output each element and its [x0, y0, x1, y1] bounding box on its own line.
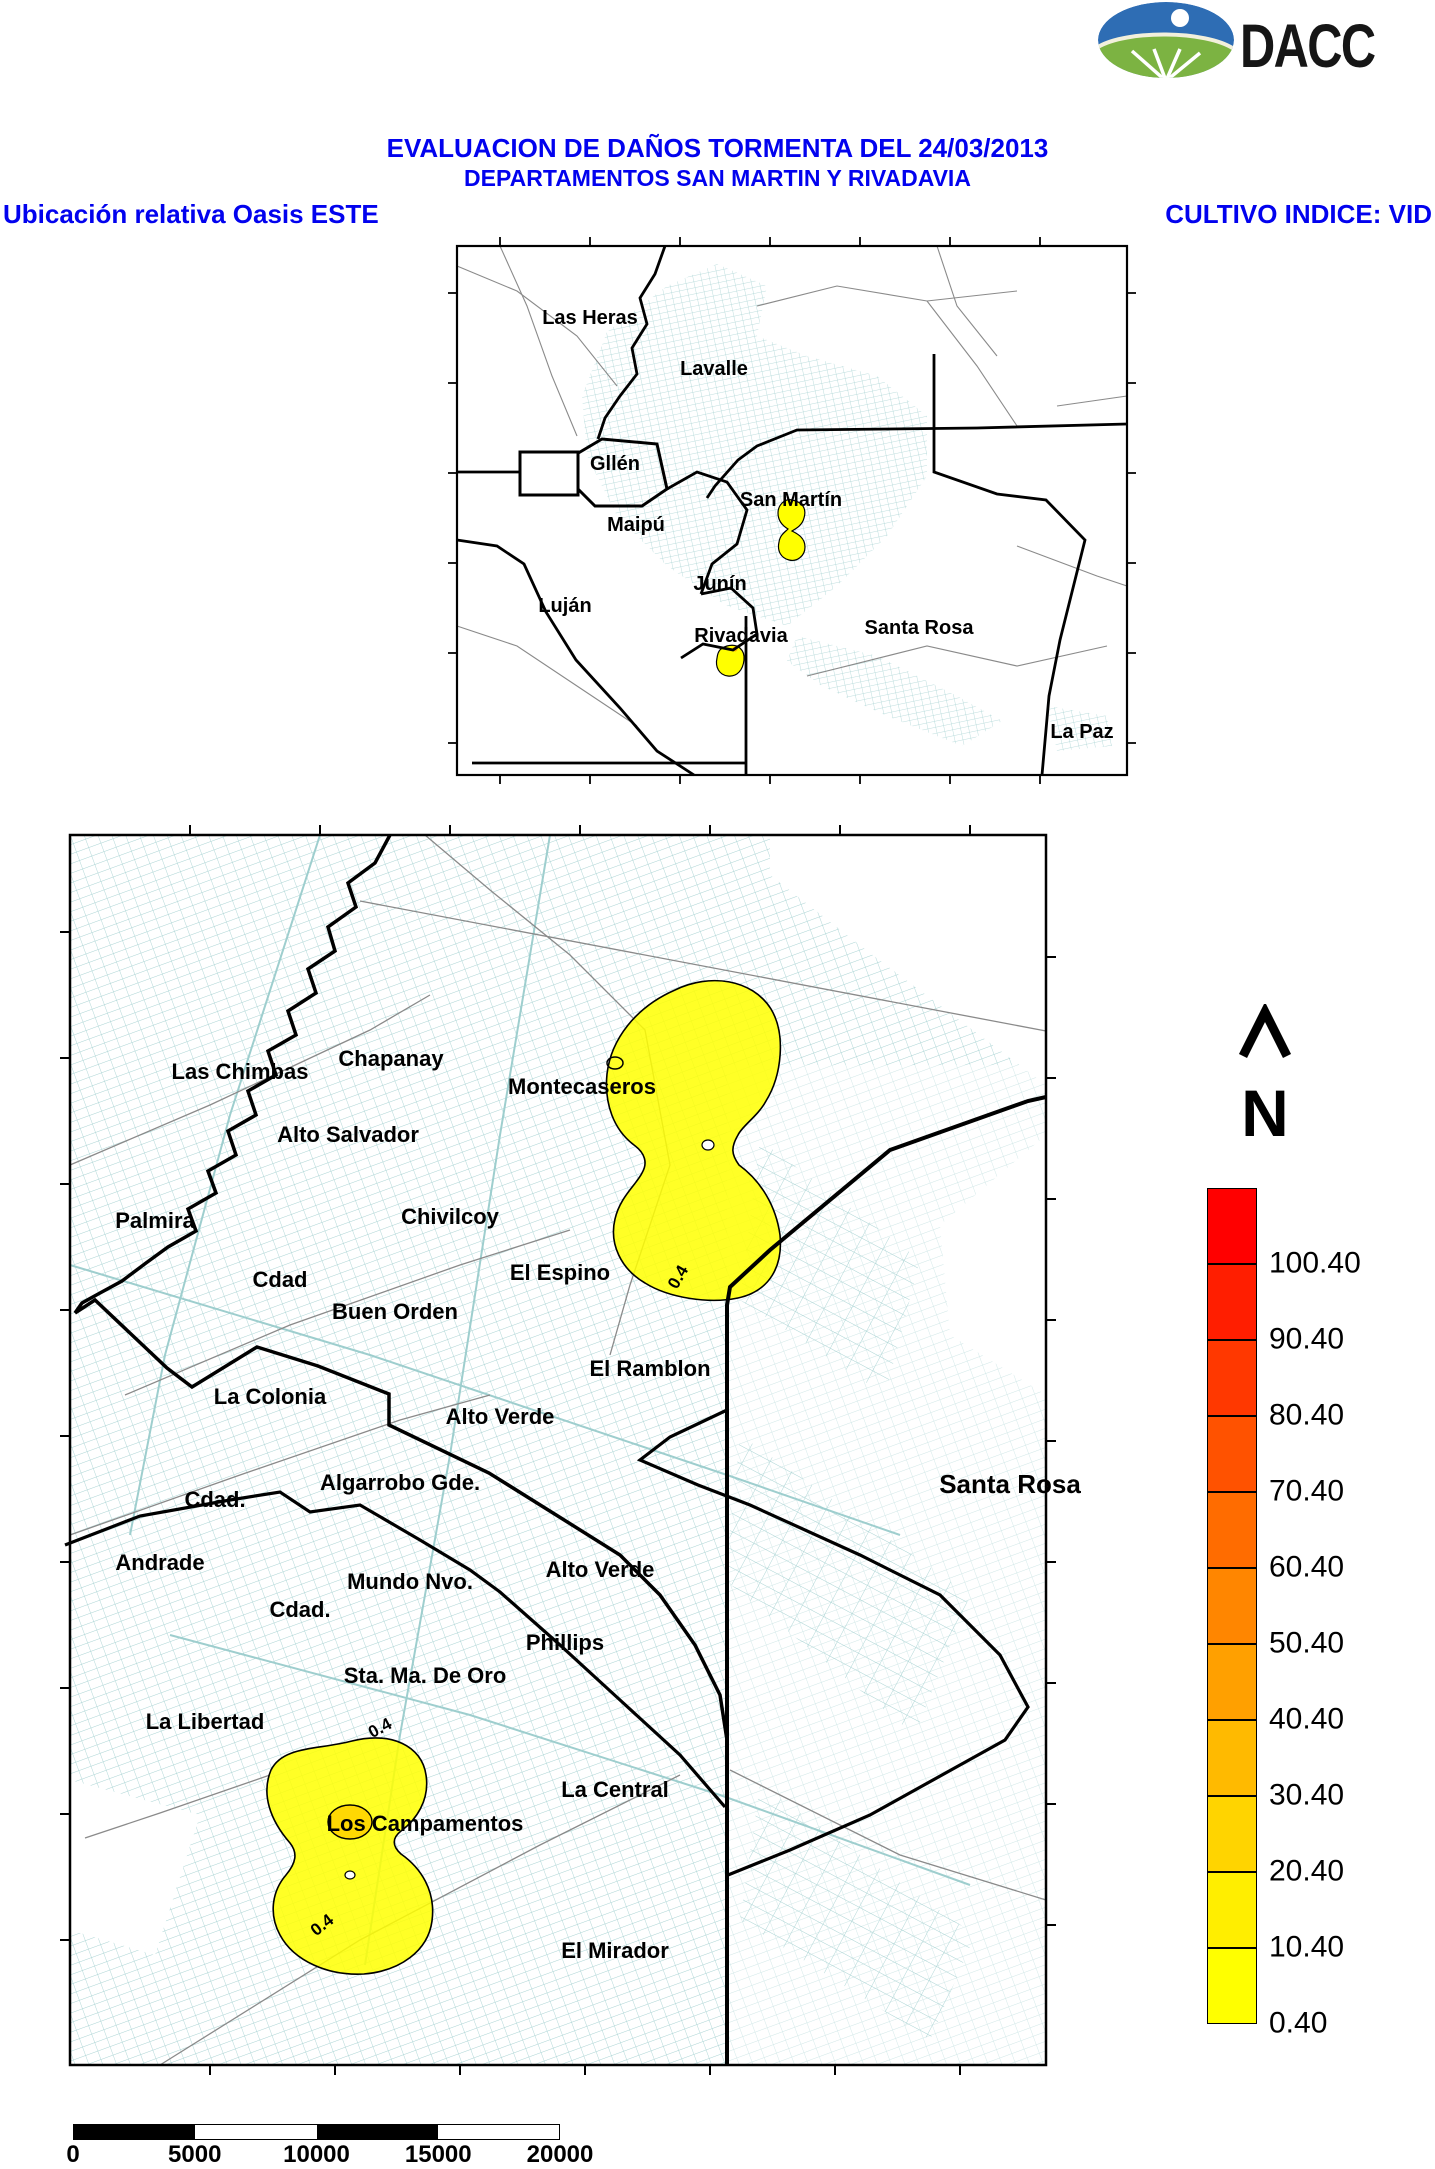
big-map-canvas	[60, 825, 1056, 2075]
north-arrow: N	[1225, 1001, 1305, 1154]
big-map-ticks	[60, 825, 1056, 2075]
legend-value-label: 20.40	[1269, 1854, 1345, 1888]
map-label: Sta. Ma. De Oro	[343, 1663, 507, 1688]
map-label: Alto Verde	[545, 1557, 655, 1582]
legend-color-box	[1207, 1948, 1257, 2024]
legend-value-label: 80.40	[1269, 1398, 1345, 1432]
sparse-areas	[70, 835, 1046, 2065]
damage-area-small	[715, 499, 806, 677]
damage-area-campamentos	[266, 1737, 434, 1975]
map-label: Santa Rosa	[939, 1469, 1081, 1499]
scale-bar-segment	[74, 2125, 196, 2139]
subtitle-right: CULTIVO INDICE: VID	[1165, 199, 1432, 229]
legend-value-label: 90.40	[1269, 1322, 1345, 1356]
road-lines	[69, 834, 1047, 2066]
small-map-canvas	[448, 237, 1136, 784]
map-label: San Martín	[739, 489, 843, 511]
page-subtitle: DEPARTAMENTOS SAN MARTIN Y RIVADAVIA	[464, 165, 971, 191]
legend-color-box	[1207, 1492, 1257, 1568]
scale-bar-label: 15000	[404, 2141, 472, 2168]
map-label: Phillips	[525, 1630, 605, 1655]
big-map: Chapanay Las Chimbas Alto Salvador Montecas…	[60, 825, 1081, 2075]
legend-value-label: 100.40	[1269, 1246, 1361, 1280]
subtitle-left: Ubicación relativa Oasis ESTE	[3, 199, 379, 229]
damage-area-montecaseros	[605, 979, 782, 1302]
river-line	[73, 834, 392, 1315]
legend: 100.40 90.40 80.40 70.40 60.40 50.40 40.40 30.4…	[1207, 1188, 1435, 2039]
legend-value-label: 40.40	[1269, 1702, 1345, 1736]
map-label: Chivilcoy	[401, 1204, 499, 1229]
map-label: Alto Verde	[445, 1404, 555, 1429]
small-map-ticks	[448, 237, 1136, 784]
legend-value-label: 0.40	[1269, 2006, 1328, 2040]
scale-bar-label: 5000	[168, 2141, 222, 2168]
big-map-frame	[68, 833, 1048, 2067]
north-label: N	[1241, 1076, 1289, 1150]
legend-value-label: 50.40	[1269, 1626, 1345, 1660]
map-label: Luján	[538, 595, 592, 617]
legend-color-box	[1207, 1644, 1257, 1720]
legend-value-label: 60.40	[1269, 1550, 1345, 1584]
legend-color-box	[1207, 1796, 1257, 1872]
map-label: Las Heras	[542, 307, 638, 329]
map-label: El Mirador	[561, 1938, 669, 1963]
legend-value-label: 30.40	[1269, 1778, 1345, 1812]
map-label: Mundo Nvo.	[347, 1569, 473, 1594]
scale-bar-label: 0	[66, 2141, 80, 2168]
map-label: Cdad.	[184, 1487, 246, 1512]
dacc-logo-icon	[1098, 2, 1234, 78]
map-label: Gllén	[589, 453, 641, 475]
scale-bar: 0 5000 10000 15000 20000	[66, 2124, 633, 2168]
legend-color-box	[1207, 1188, 1257, 1264]
scale-bar-segment	[316, 2125, 438, 2139]
legend-color-box	[1207, 1720, 1257, 1796]
department-boundaries	[64, 834, 1047, 2065]
scale-bar-segment	[437, 2125, 559, 2139]
map-label: Andrade	[115, 1550, 205, 1575]
logo-ellipse	[1098, 2, 1234, 78]
legend-value-label: 10.40	[1269, 1930, 1345, 1964]
map-label: Algarrobo Gde.	[319, 1470, 481, 1495]
map-label: El Espino	[509, 1260, 611, 1285]
map-label: Lavalle	[680, 358, 748, 380]
map-label: Alto Salvador	[277, 1122, 419, 1147]
parcel-texture	[70, 835, 1046, 2065]
city-box	[518, 450, 580, 497]
logo-text: DACC	[1240, 12, 1376, 80]
map-label: Cdad	[252, 1267, 308, 1292]
legend-color-box	[1207, 1264, 1257, 1340]
legend-color-box	[1207, 1872, 1257, 1948]
map-label: Junín	[693, 573, 747, 595]
map-label: Rivadavia	[694, 625, 788, 647]
map-label: El Ramblon	[589, 1356, 711, 1381]
map-label: Palmira	[115, 1208, 195, 1233]
map-label: Los Campamentos	[326, 1811, 524, 1836]
legend-color-box	[1207, 1568, 1257, 1644]
department-boundaries	[456, 245, 1128, 777]
map-label: La Central	[561, 1777, 669, 1802]
map-label: Montecaseros	[508, 1074, 656, 1099]
legend-value-label: 70.40	[1269, 1474, 1345, 1508]
road-lines	[456, 245, 1128, 727]
page-title: EVALUACION DE DAÑOS TORMENTA DEL 24/03/2…	[386, 133, 1049, 163]
scale-bar-segment	[195, 2125, 317, 2139]
scale-bar-track	[73, 2124, 560, 2140]
north-arrow-icon	[1238, 1001, 1292, 1059]
map-label: Chapanay	[338, 1046, 444, 1071]
legend-color-box	[1207, 1416, 1257, 1492]
map-label: Santa Rosa	[864, 617, 974, 639]
map-label: Maipú	[607, 514, 665, 536]
map-label: Cdad.	[269, 1597, 331, 1622]
map-label: Las Chimbas	[171, 1059, 309, 1084]
small-map-frame	[455, 244, 1129, 777]
legend-color-box	[1207, 1340, 1257, 1416]
map-label: La Colonia	[213, 1384, 327, 1409]
small-map: Las Heras Lavalle Gllén Maipú San Martín Juní…	[448, 237, 1136, 784]
map-label: Buen Orden	[332, 1299, 458, 1324]
scale-bar-label: 10000	[283, 2141, 350, 2168]
map-label: La Libertad	[145, 1709, 265, 1734]
scale-bar-label: 20000	[526, 2141, 594, 2168]
parcel-texture	[582, 264, 1112, 751]
map-label: La Paz	[1050, 721, 1114, 743]
